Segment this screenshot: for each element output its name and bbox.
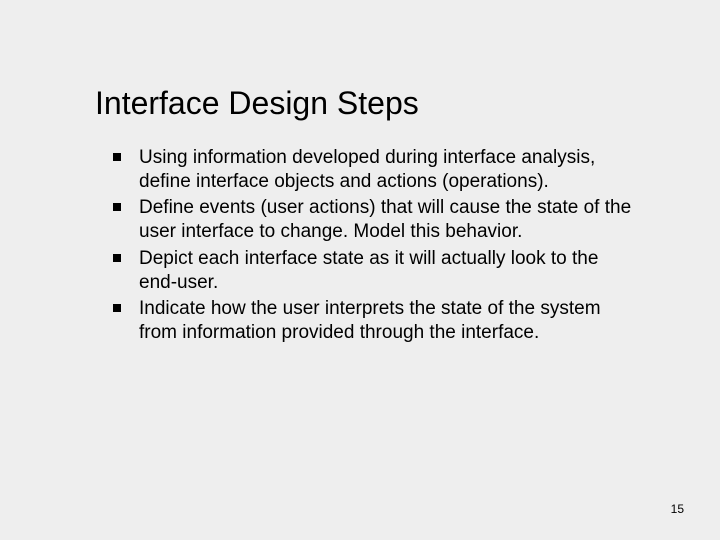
page-number: 15 — [671, 502, 684, 516]
slide-title: Interface Design Steps — [95, 85, 640, 122]
list-item: Using information developed during inter… — [139, 146, 640, 194]
bullet-square-icon — [113, 304, 121, 312]
slide: Interface Design Steps Using information… — [0, 0, 720, 540]
bullet-square-icon — [113, 153, 121, 161]
list-item: Depict each interface state as it will a… — [139, 247, 640, 295]
bullet-square-icon — [113, 254, 121, 262]
bullet-list: Using information developed during inter… — [95, 146, 640, 345]
list-item-text: Indicate how the user interprets the sta… — [139, 298, 601, 343]
list-item-text: Define events (user actions) that will c… — [139, 197, 631, 242]
list-item: Indicate how the user interprets the sta… — [139, 297, 640, 345]
list-item-text: Depict each interface state as it will a… — [139, 248, 598, 293]
bullet-square-icon — [113, 203, 121, 211]
list-item: Define events (user actions) that will c… — [139, 196, 640, 244]
list-item-text: Using information developed during inter… — [139, 147, 595, 192]
